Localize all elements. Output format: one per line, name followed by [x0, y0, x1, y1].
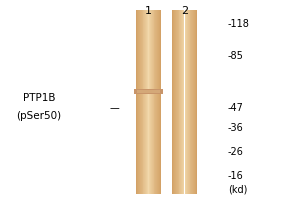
Bar [176, 10, 177, 194]
Bar [182, 10, 183, 194]
Bar [142, 10, 143, 194]
Bar [153, 10, 154, 194]
Text: -26: -26 [228, 147, 244, 157]
Bar [148, 10, 149, 194]
Bar [155, 10, 156, 194]
Bar [194, 10, 195, 194]
Bar [156, 10, 157, 194]
Bar [196, 10, 197, 194]
Text: -85: -85 [228, 51, 244, 61]
Text: -118: -118 [228, 19, 250, 29]
Text: PTP1B: PTP1B [23, 93, 55, 103]
Bar [190, 10, 191, 194]
Bar [191, 10, 192, 194]
Text: 2: 2 [181, 6, 188, 16]
Bar [154, 10, 155, 194]
Bar [174, 10, 175, 194]
Bar [178, 10, 179, 194]
Bar [151, 10, 152, 194]
Bar [195, 10, 196, 194]
Bar [173, 10, 174, 194]
Text: -36: -36 [228, 123, 244, 133]
Text: —: — [109, 103, 119, 113]
Bar [187, 10, 188, 194]
Text: -47: -47 [228, 103, 244, 113]
Bar [160, 10, 161, 194]
Bar [145, 10, 146, 194]
Bar [186, 10, 187, 194]
Bar [175, 10, 176, 194]
Bar [179, 10, 180, 194]
Bar [134, 89, 163, 94]
Bar [147, 10, 148, 194]
Bar [181, 10, 182, 194]
Bar [137, 10, 138, 194]
Bar [146, 10, 147, 194]
Bar [144, 10, 145, 194]
Bar [158, 10, 159, 194]
Bar [180, 10, 181, 194]
Bar [183, 10, 184, 194]
Text: (kd): (kd) [228, 184, 248, 194]
Bar [138, 10, 139, 194]
Bar [136, 10, 137, 194]
Bar [141, 10, 142, 194]
Bar [159, 10, 160, 194]
Bar [157, 10, 158, 194]
Bar [160, 10, 161, 194]
Bar [137, 90, 160, 93]
Bar [188, 10, 189, 194]
Bar [172, 10, 173, 194]
Bar [143, 10, 144, 194]
Text: -16: -16 [228, 171, 244, 181]
Bar [150, 10, 151, 194]
Bar [192, 10, 193, 194]
Bar [152, 10, 153, 194]
Bar [193, 10, 194, 194]
Bar [177, 10, 178, 194]
Bar [139, 10, 140, 194]
Bar [140, 10, 141, 194]
Bar [184, 10, 185, 194]
Bar [149, 10, 150, 194]
Text: 1: 1 [145, 6, 152, 16]
Text: (pSer50): (pSer50) [16, 111, 62, 121]
Bar [189, 10, 190, 194]
Bar [185, 10, 186, 194]
